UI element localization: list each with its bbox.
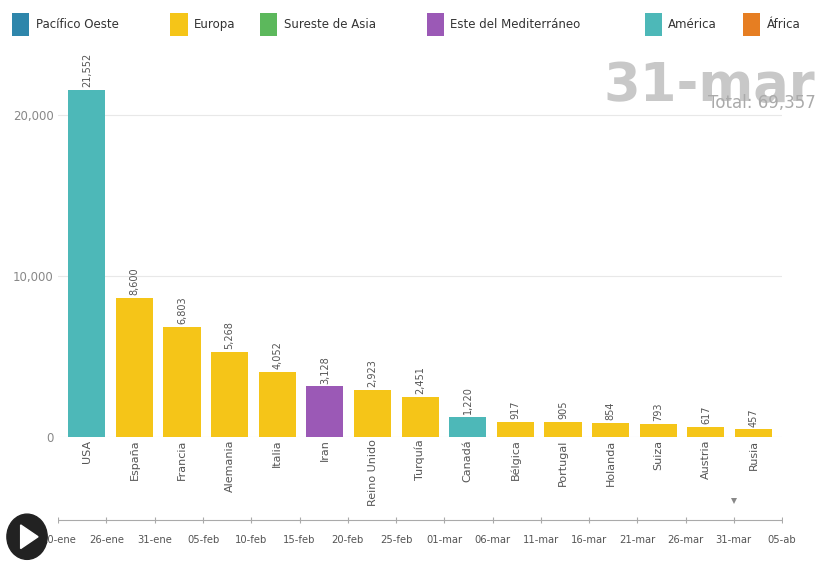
- Bar: [116, 298, 153, 437]
- Bar: [259, 372, 296, 437]
- Text: 11-mar: 11-mar: [522, 536, 559, 545]
- Text: África: África: [766, 18, 800, 31]
- Text: 06-mar: 06-mar: [474, 536, 511, 545]
- Text: 05-feb: 05-feb: [187, 536, 219, 545]
- Bar: [687, 427, 725, 437]
- Text: 16-mar: 16-mar: [571, 536, 607, 545]
- Text: 15-feb: 15-feb: [284, 536, 315, 545]
- Text: 10-feb: 10-feb: [235, 536, 267, 545]
- Bar: [12, 13, 29, 36]
- Text: 21-mar: 21-mar: [619, 536, 656, 545]
- Bar: [544, 422, 582, 437]
- Bar: [163, 327, 201, 437]
- Text: 20-feb: 20-feb: [332, 536, 364, 545]
- Text: 905: 905: [558, 401, 568, 419]
- Bar: [427, 13, 443, 36]
- Circle shape: [7, 514, 47, 560]
- Text: 26-ene: 26-ene: [89, 536, 124, 545]
- Text: Sureste de Asia: Sureste de Asia: [284, 18, 376, 31]
- Text: 25-feb: 25-feb: [380, 536, 412, 545]
- Text: 5,268: 5,268: [225, 321, 235, 349]
- Bar: [68, 90, 106, 437]
- Bar: [402, 397, 438, 437]
- Bar: [743, 13, 760, 36]
- Bar: [735, 429, 772, 437]
- Text: 917: 917: [510, 401, 520, 419]
- Polygon shape: [21, 525, 38, 549]
- Text: 21,552: 21,552: [82, 53, 92, 87]
- Bar: [645, 13, 661, 36]
- Bar: [497, 422, 534, 437]
- Text: 457: 457: [749, 408, 759, 427]
- Bar: [449, 417, 487, 437]
- Text: 31-ene: 31-ene: [137, 536, 172, 545]
- Text: 31-mar: 31-mar: [604, 60, 815, 112]
- Text: 1,220: 1,220: [463, 387, 473, 414]
- Text: 20-ene: 20-ene: [41, 536, 76, 545]
- Text: 854: 854: [606, 401, 616, 420]
- Text: América: América: [668, 18, 717, 31]
- Text: Pacífico Oeste: Pacífico Oeste: [36, 18, 119, 31]
- Text: 31-mar: 31-mar: [716, 536, 752, 545]
- Bar: [171, 13, 187, 36]
- Text: 8,600: 8,600: [130, 268, 140, 295]
- Bar: [306, 387, 344, 437]
- Text: 2,923: 2,923: [368, 359, 378, 387]
- Text: 26-mar: 26-mar: [667, 536, 704, 545]
- Text: 01-mar: 01-mar: [426, 536, 463, 545]
- Text: 2,451: 2,451: [415, 367, 425, 395]
- Bar: [211, 352, 248, 437]
- Text: 05-ab: 05-ab: [768, 536, 796, 545]
- Text: Europa: Europa: [194, 18, 235, 31]
- Text: 4,052: 4,052: [272, 341, 282, 369]
- Bar: [640, 424, 677, 437]
- Bar: [354, 390, 391, 437]
- Text: 793: 793: [653, 403, 663, 421]
- Text: 617: 617: [701, 405, 711, 424]
- Text: Este del Mediterráneo: Este del Mediterráneo: [450, 18, 581, 31]
- Text: 3,128: 3,128: [320, 356, 330, 384]
- Bar: [592, 423, 629, 437]
- Text: 6,803: 6,803: [177, 297, 187, 324]
- Bar: [260, 13, 277, 36]
- Text: Total: 69,357: Total: 69,357: [707, 94, 815, 112]
